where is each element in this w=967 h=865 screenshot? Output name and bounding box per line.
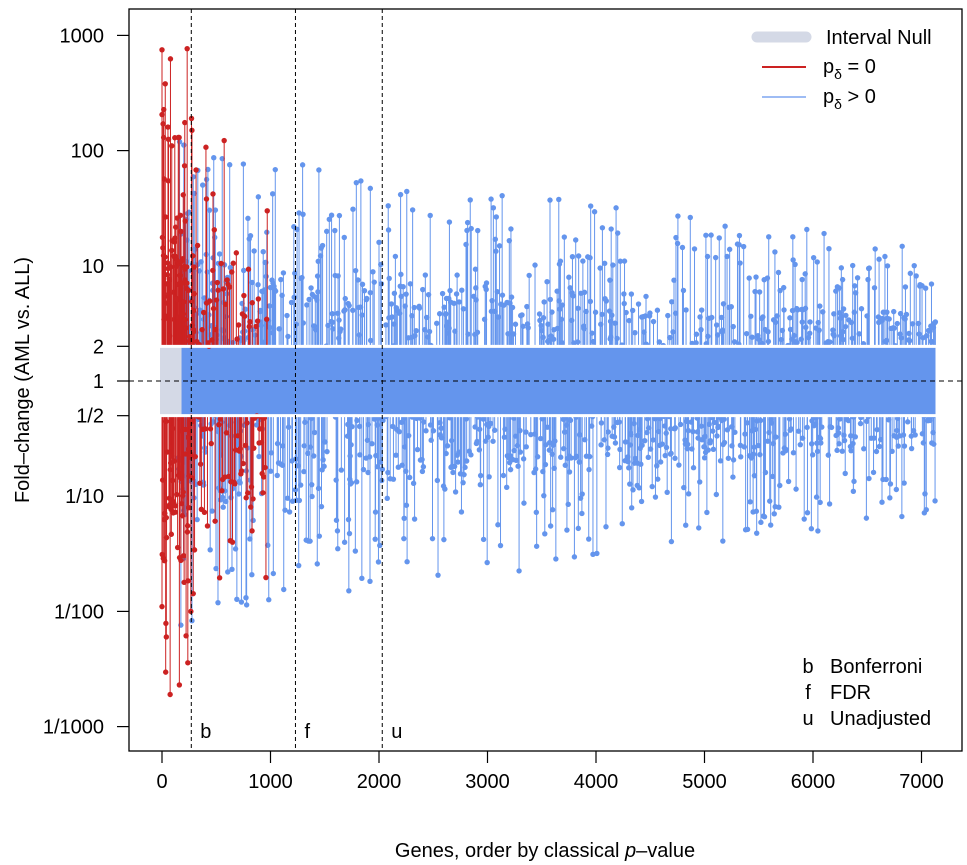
x-axis-title: Genes, order by classical p–value xyxy=(395,840,695,862)
data-point-12 xyxy=(167,415,173,698)
cutoff-legend-letter-b: b xyxy=(802,656,813,678)
legend-label-interval-null: Interval Null xyxy=(826,27,932,49)
data-point-19 xyxy=(376,239,382,347)
legend-label-series-0: pδ = 0 xyxy=(823,56,876,82)
data-point-3 xyxy=(165,124,171,347)
cutoff-legend: b Bonferroni f FDR u Unadjusted xyxy=(802,656,931,730)
data-point-25 xyxy=(335,415,341,552)
y-tick-label-7: 1/100 xyxy=(54,601,104,623)
data-point-21 xyxy=(601,260,608,347)
cutoff-legend-label-b: Bonferroni xyxy=(830,656,922,678)
data-point-14 xyxy=(249,415,255,534)
data-point-7 xyxy=(203,196,210,347)
data-point-15 xyxy=(300,211,306,347)
x-tick-label-7: 7000 xyxy=(899,771,944,793)
legend-label-series-1: pδ > 0 xyxy=(823,86,876,112)
data-point-23 xyxy=(296,415,302,569)
x-tick-label-6: 6000 xyxy=(791,771,836,793)
plot-area xyxy=(129,45,962,698)
cutoff-letter-u: u xyxy=(391,721,402,743)
y-tick-label-6: 1/10 xyxy=(65,486,104,508)
data-point-4 xyxy=(169,143,175,347)
data-point-20 xyxy=(454,272,460,347)
y-tick-label-8: 1/1000 xyxy=(43,717,104,739)
data-point-0 xyxy=(159,47,165,347)
data-point-18 xyxy=(367,185,374,347)
y-tick-label-2: 10 xyxy=(82,256,104,278)
y-tick-label-4: 1 xyxy=(93,371,104,393)
cutoff-letter-b: b xyxy=(200,721,211,743)
data-point-13 xyxy=(176,415,183,688)
x-tick-label-5: 5000 xyxy=(682,771,727,793)
cutoff-legend-label-u: Unadjusted xyxy=(830,708,931,730)
data-point-8 xyxy=(210,191,216,347)
y-tick-label-3: 2 xyxy=(93,336,104,358)
y-tick-label-5: 1/2 xyxy=(76,406,104,428)
data-point-10 xyxy=(159,415,165,610)
x-tick-label-3: 3000 xyxy=(465,771,510,793)
y-tick-label-0: 1000 xyxy=(60,25,105,47)
cutoff-letter-f: f xyxy=(304,721,310,743)
data-point-2 xyxy=(162,81,168,347)
data-point-6 xyxy=(182,119,188,347)
data-point-11 xyxy=(163,415,170,640)
data-point-22 xyxy=(799,276,805,347)
x-tick-label-4: 4000 xyxy=(574,771,619,793)
data-point-26 xyxy=(638,415,645,505)
data-point-9 xyxy=(264,208,270,347)
data-point-17 xyxy=(350,206,356,347)
series-pdelta-zero xyxy=(159,45,270,698)
cutoff-legend-label-f: FDR xyxy=(830,682,871,704)
x-tick-label-0: 0 xyxy=(156,771,167,793)
legend: Interval Null pδ = 0 pδ > 0 xyxy=(751,27,932,112)
x-tick-label-1: 1000 xyxy=(248,771,293,793)
cutoff-legend-letter-u: u xyxy=(802,708,813,730)
y-tick-label-1: 100 xyxy=(71,141,104,163)
plot-frame xyxy=(128,8,963,752)
data-point-5 xyxy=(175,134,181,347)
data-point-16 xyxy=(319,242,326,347)
cutoff-legend-letter-f: f xyxy=(805,682,811,704)
series-pdelta-positive xyxy=(175,139,939,628)
x-tick-label-2: 2000 xyxy=(357,771,402,793)
data-point-24 xyxy=(316,415,323,539)
data-point-27 xyxy=(901,415,907,486)
y-axis-title: Fold–change (AML vs. ALL) xyxy=(12,257,34,503)
axes: b f u0 1000 2000 3000 4000 5000 6000 700010001001… xyxy=(43,9,944,793)
